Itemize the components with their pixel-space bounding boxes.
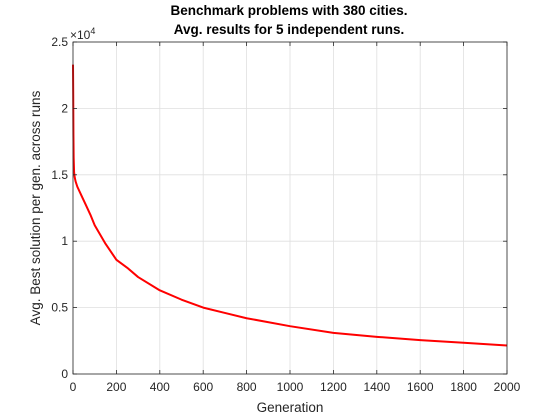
- x-tick-label: 600: [193, 380, 213, 394]
- series-layer: [72, 64, 508, 347]
- y-tick-label: 0: [61, 367, 68, 381]
- x-tick-label: 1600: [407, 380, 434, 394]
- x-tick-label: 1000: [277, 380, 304, 394]
- y-tick-label: 1: [61, 234, 68, 248]
- x-tick-label: 1200: [320, 380, 347, 394]
- x-tick-label: 800: [237, 380, 257, 394]
- chart-title-line-2: Avg. results for 5 independent runs.: [174, 22, 405, 37]
- y-tick-label: 2: [61, 101, 68, 115]
- x-tick-label: 200: [106, 380, 126, 394]
- chart-title-line-1: Benchmark problems with 380 cities.: [170, 3, 407, 18]
- x-tick-label: 400: [150, 380, 170, 394]
- x-axis-label: Generation: [257, 400, 324, 415]
- y-tick-label: 1.5: [51, 168, 68, 182]
- x-axis-ticks: 0 200 400 600 800 1000 1200 1400 1600 1800 2000: [70, 42, 521, 394]
- y-tick-label: 2.5: [51, 35, 68, 49]
- y-tick-label: 0.5: [51, 301, 68, 315]
- series-line: [72, 64, 508, 347]
- y-multiplier-exponent: 4: [90, 26, 95, 36]
- x-tick-label: 0: [70, 380, 77, 394]
- x-tick-label: 2000: [494, 380, 521, 394]
- y-axis-label: Avg. Best solution per gen. across runs: [28, 90, 43, 325]
- x-tick-label: 1800: [450, 380, 477, 394]
- x-tick-label: 1400: [363, 380, 390, 394]
- y-axis-ticks: 0 0.5 1 1.5 2 2.5: [51, 35, 507, 381]
- y-multiplier: ×104: [70, 26, 95, 42]
